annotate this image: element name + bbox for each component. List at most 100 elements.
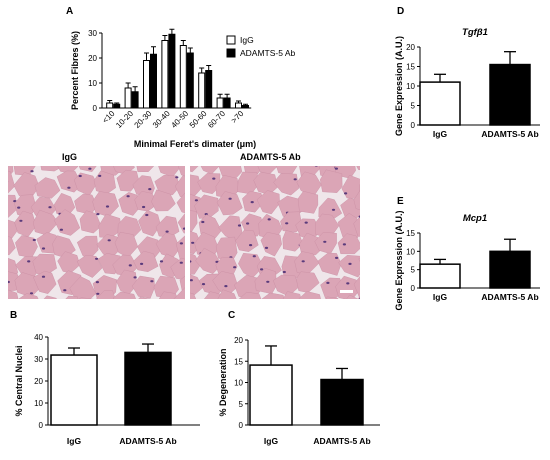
nucleus <box>334 167 338 170</box>
muscle-fibre <box>337 213 360 239</box>
nucleus <box>96 292 100 295</box>
nucleus <box>126 195 130 198</box>
legend-label-igg: IgG <box>240 35 254 45</box>
nucleus <box>98 174 102 177</box>
muscle-fibre <box>195 247 222 274</box>
muscle-fibre <box>40 166 64 172</box>
nucleus <box>59 228 64 231</box>
bar <box>143 60 150 109</box>
legend-swatch-ab <box>226 48 236 58</box>
nucleus <box>216 158 219 160</box>
muscle-fibre <box>173 287 185 299</box>
nucleus <box>78 174 82 178</box>
nucleus <box>0 264 2 266</box>
nucleus <box>116 300 119 302</box>
nucleus <box>19 219 23 222</box>
bar <box>489 250 531 289</box>
nucleus <box>204 213 208 216</box>
muscle-fibre <box>238 291 262 299</box>
histology-image-igg <box>0 156 185 309</box>
nucleus <box>33 303 36 305</box>
y-tick-label: 10 <box>406 82 415 91</box>
bar <box>242 105 249 109</box>
bar <box>131 91 139 109</box>
nucleus <box>41 247 46 250</box>
panel-label-d: D <box>397 6 404 17</box>
nucleus <box>249 244 253 247</box>
nucleus <box>190 279 193 282</box>
bar <box>235 102 242 109</box>
muscle-fibre <box>131 275 156 299</box>
y-tick-label: 20 <box>234 336 243 345</box>
y-axis-label: Gene Expression (A.U.) <box>394 36 404 136</box>
nucleus <box>113 156 116 158</box>
nucleus <box>267 218 271 221</box>
muscle-fibre <box>8 289 19 299</box>
nucleus <box>358 215 360 218</box>
nucleus <box>179 261 183 264</box>
nucleus <box>293 178 297 181</box>
muscle-fibre <box>175 235 185 260</box>
muscle-fibre <box>33 270 57 294</box>
y-tick-label: 10 <box>406 247 415 256</box>
y-axis-label: Percent Fibres (%) <box>70 31 80 110</box>
nucleus <box>142 205 146 209</box>
y-tick-label: 5 <box>411 102 416 111</box>
muscle-fibre <box>273 173 300 196</box>
nucleus <box>27 260 31 263</box>
nucleus <box>245 303 248 305</box>
chart-title: Tgfβ1 <box>462 27 488 38</box>
y-axis-label: Gene Expression (A.U.) <box>394 210 404 310</box>
bar <box>216 97 224 109</box>
muscle-fibre <box>358 184 360 197</box>
nucleus <box>246 222 250 225</box>
nucleus <box>260 268 264 271</box>
muscle-fibre <box>190 166 199 173</box>
x-category-label: ADAMTS-5 Ab <box>481 292 538 302</box>
muscle-fibre <box>78 297 94 299</box>
muscle-fibre <box>118 192 142 216</box>
bar <box>249 364 293 426</box>
muscle-fibre <box>43 295 57 299</box>
bar <box>168 33 176 109</box>
histology-image-ab <box>185 158 387 316</box>
nucleus <box>338 314 341 316</box>
muscle-fibre <box>136 166 155 173</box>
y-tick-label: 30 <box>34 355 43 364</box>
nucleus <box>372 190 375 192</box>
muscle-fibre <box>158 291 179 299</box>
nucleus <box>67 186 71 189</box>
nucleus <box>13 200 17 203</box>
x-tick-label: 30-40 <box>151 109 172 130</box>
muscle-fibre <box>190 292 197 299</box>
y-tick-label: 5 <box>411 266 416 275</box>
nucleus <box>250 201 254 204</box>
nucleus <box>282 270 286 274</box>
nucleus <box>304 221 308 224</box>
nucleus <box>252 255 256 258</box>
y-tick-label: 10 <box>34 399 43 408</box>
chart-title: Mcp1 <box>463 213 487 224</box>
nucleus <box>185 158 188 160</box>
muscle-fibre <box>78 166 97 172</box>
nucleus <box>88 167 92 170</box>
y-tick-label: 20 <box>34 377 43 386</box>
muscle-fibre <box>297 190 319 214</box>
nucleus <box>71 307 74 309</box>
nucleus <box>348 262 352 265</box>
bar <box>50 354 98 426</box>
muscle-fibre <box>69 276 97 299</box>
nucleus <box>172 163 175 165</box>
muscle-fibre <box>79 210 102 234</box>
image-title-igg: IgG <box>62 152 77 162</box>
nucleus <box>49 158 52 160</box>
muscle-fibre <box>216 191 243 216</box>
muscle-fibre <box>337 233 360 255</box>
nucleus <box>48 206 52 209</box>
muscle-fibre <box>362 237 387 261</box>
nucleus <box>17 206 21 209</box>
muscle-fibre <box>174 175 185 197</box>
bar <box>124 87 132 109</box>
